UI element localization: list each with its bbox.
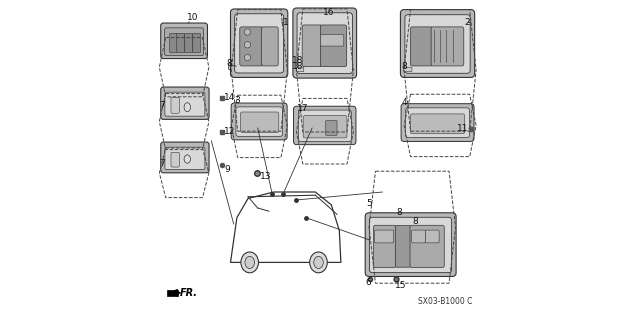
FancyBboxPatch shape bbox=[236, 107, 283, 136]
FancyBboxPatch shape bbox=[234, 14, 283, 73]
FancyBboxPatch shape bbox=[373, 225, 396, 268]
FancyBboxPatch shape bbox=[404, 67, 412, 72]
FancyBboxPatch shape bbox=[193, 33, 201, 53]
Circle shape bbox=[244, 54, 251, 61]
Text: 8: 8 bbox=[397, 208, 403, 217]
FancyBboxPatch shape bbox=[231, 9, 288, 77]
Text: 18: 18 bbox=[292, 62, 304, 71]
Text: 11: 11 bbox=[457, 124, 468, 133]
FancyBboxPatch shape bbox=[401, 104, 474, 141]
FancyBboxPatch shape bbox=[294, 106, 356, 145]
FancyBboxPatch shape bbox=[161, 23, 208, 59]
Text: 4: 4 bbox=[402, 98, 407, 107]
FancyBboxPatch shape bbox=[410, 27, 433, 66]
FancyBboxPatch shape bbox=[229, 63, 240, 70]
Text: 15: 15 bbox=[395, 281, 406, 290]
Ellipse shape bbox=[313, 256, 324, 268]
FancyBboxPatch shape bbox=[161, 87, 209, 119]
Text: 8: 8 bbox=[227, 59, 233, 68]
FancyBboxPatch shape bbox=[401, 10, 475, 77]
FancyBboxPatch shape bbox=[240, 27, 263, 66]
Text: 14: 14 bbox=[224, 93, 236, 102]
FancyBboxPatch shape bbox=[240, 112, 279, 132]
FancyBboxPatch shape bbox=[365, 213, 456, 276]
FancyBboxPatch shape bbox=[412, 230, 426, 243]
Text: 13: 13 bbox=[261, 172, 272, 180]
Ellipse shape bbox=[184, 155, 190, 163]
Circle shape bbox=[244, 42, 251, 48]
Text: 18: 18 bbox=[292, 56, 304, 65]
Text: 2: 2 bbox=[464, 18, 469, 27]
Text: 6: 6 bbox=[366, 278, 371, 287]
FancyBboxPatch shape bbox=[375, 230, 394, 243]
FancyBboxPatch shape bbox=[320, 35, 344, 46]
Text: SX03-B1000 C: SX03-B1000 C bbox=[418, 297, 472, 306]
Text: 3: 3 bbox=[234, 96, 240, 105]
FancyBboxPatch shape bbox=[161, 142, 209, 173]
Text: 8: 8 bbox=[412, 217, 418, 226]
Text: 10: 10 bbox=[187, 13, 198, 22]
FancyBboxPatch shape bbox=[410, 225, 444, 268]
FancyBboxPatch shape bbox=[410, 114, 465, 134]
Circle shape bbox=[244, 29, 251, 35]
FancyBboxPatch shape bbox=[169, 33, 177, 53]
FancyBboxPatch shape bbox=[231, 103, 287, 140]
FancyBboxPatch shape bbox=[296, 67, 304, 72]
FancyBboxPatch shape bbox=[171, 152, 179, 167]
FancyBboxPatch shape bbox=[320, 25, 347, 67]
Text: 5: 5 bbox=[366, 199, 371, 208]
Text: 8: 8 bbox=[401, 62, 407, 71]
FancyBboxPatch shape bbox=[176, 33, 185, 53]
Polygon shape bbox=[166, 290, 178, 296]
Text: 17: 17 bbox=[297, 104, 308, 113]
FancyBboxPatch shape bbox=[165, 92, 205, 116]
FancyBboxPatch shape bbox=[431, 27, 464, 66]
FancyBboxPatch shape bbox=[165, 147, 205, 170]
FancyBboxPatch shape bbox=[262, 27, 278, 66]
Ellipse shape bbox=[184, 103, 190, 112]
FancyBboxPatch shape bbox=[369, 217, 452, 273]
FancyBboxPatch shape bbox=[164, 28, 204, 56]
FancyBboxPatch shape bbox=[297, 13, 352, 74]
Text: 9: 9 bbox=[224, 165, 230, 174]
Text: FR.: FR. bbox=[180, 288, 198, 298]
FancyBboxPatch shape bbox=[405, 15, 470, 73]
Text: 16: 16 bbox=[324, 8, 335, 17]
FancyBboxPatch shape bbox=[171, 97, 179, 113]
Text: 7: 7 bbox=[159, 159, 165, 168]
FancyBboxPatch shape bbox=[326, 121, 337, 135]
Text: 1: 1 bbox=[283, 18, 289, 27]
Text: 7: 7 bbox=[159, 101, 165, 110]
FancyBboxPatch shape bbox=[396, 226, 411, 267]
FancyBboxPatch shape bbox=[293, 8, 357, 78]
FancyBboxPatch shape bbox=[185, 33, 192, 53]
Ellipse shape bbox=[245, 256, 255, 268]
FancyBboxPatch shape bbox=[302, 25, 322, 67]
Ellipse shape bbox=[241, 252, 259, 273]
FancyBboxPatch shape bbox=[406, 108, 469, 138]
FancyBboxPatch shape bbox=[426, 230, 439, 243]
FancyBboxPatch shape bbox=[298, 110, 352, 141]
Text: 12: 12 bbox=[224, 127, 236, 136]
FancyBboxPatch shape bbox=[303, 116, 347, 138]
Ellipse shape bbox=[310, 252, 327, 273]
